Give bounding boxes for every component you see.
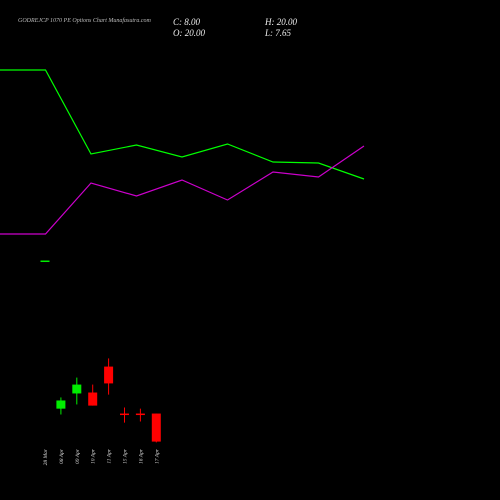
x-tick-label: 28 Mar bbox=[43, 448, 49, 465]
x-tick-label: 15 Apr bbox=[123, 448, 129, 464]
open-label: O: 20.00 bbox=[173, 28, 205, 38]
candle-body bbox=[56, 400, 66, 409]
line-series bbox=[0, 69, 365, 180]
chart-title: GODREJCP 1070 PE Options Chart Munafasut… bbox=[18, 17, 152, 24]
x-tick-label: 10 Apr bbox=[91, 448, 97, 464]
candle-body bbox=[88, 392, 98, 406]
x-tick-label: 16 Apr bbox=[138, 448, 144, 464]
candle-body bbox=[151, 413, 161, 442]
x-tick-label: 11 Apr bbox=[107, 448, 113, 463]
candle-body bbox=[40, 260, 50, 263]
close-label: C: 8.00 bbox=[173, 17, 201, 27]
line-series bbox=[0, 145, 365, 235]
candle-body bbox=[135, 413, 145, 416]
candle-body bbox=[104, 366, 114, 384]
x-tick-label: 17 Apr bbox=[154, 448, 160, 464]
low-label: L: 7.65 bbox=[264, 28, 292, 38]
candle-body bbox=[120, 413, 129, 416]
candle-body bbox=[72, 384, 82, 394]
x-tick-label: 08 Apr bbox=[59, 448, 65, 464]
x-tick-label: 09 Apr bbox=[75, 448, 81, 464]
high-label: H: 20.00 bbox=[264, 17, 297, 27]
